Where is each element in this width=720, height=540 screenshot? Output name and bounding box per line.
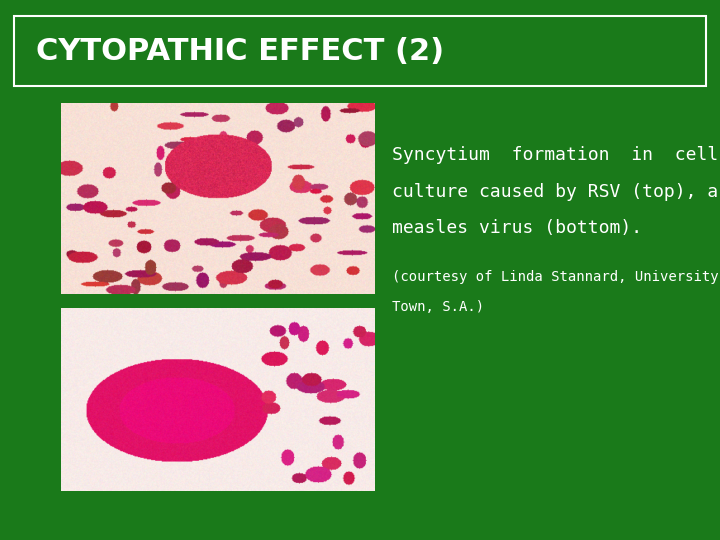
Text: CYTOPATHIC EFFECT (2): CYTOPATHIC EFFECT (2) xyxy=(36,37,444,66)
Text: measles virus (bottom).: measles virus (bottom). xyxy=(392,219,642,237)
Text: (courtesy of Linda Stannard, University of Cape: (courtesy of Linda Stannard, University … xyxy=(392,270,720,284)
Text: Town, S.A.): Town, S.A.) xyxy=(392,300,485,314)
Text: culture caused by RSV (top), and: culture caused by RSV (top), and xyxy=(392,183,720,200)
Text: Syncytium  formation  in  cell: Syncytium formation in cell xyxy=(392,146,719,164)
